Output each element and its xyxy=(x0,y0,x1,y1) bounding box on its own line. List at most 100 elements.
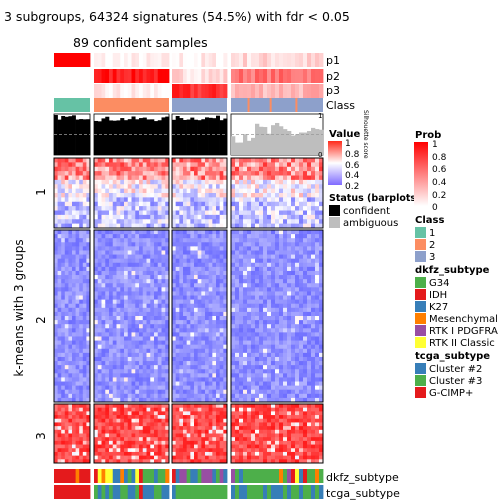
heatmap-cell xyxy=(315,193,320,198)
heatmap-cell xyxy=(275,348,280,354)
silhouette-bar xyxy=(295,134,300,155)
heatmap-cell xyxy=(172,369,177,374)
heatmap-cell xyxy=(94,242,99,247)
heatmap-cell xyxy=(267,250,272,255)
heatmap-cell xyxy=(105,175,110,181)
heatmap-cell xyxy=(205,250,210,255)
heatmap-cell xyxy=(57,279,62,284)
heatmap-cell xyxy=(319,262,324,268)
heatmap-cell xyxy=(131,184,136,190)
heatmap-cell xyxy=(139,307,144,313)
heatmap-cell xyxy=(94,223,99,229)
heatmap-cell xyxy=(219,433,224,438)
prob-cell-p1 xyxy=(54,53,58,67)
heatmap-cell xyxy=(112,279,117,284)
heatmap-cell xyxy=(161,373,166,378)
heatmap-cell xyxy=(105,219,110,225)
heatmap-cell xyxy=(150,365,155,370)
heatmap-cell xyxy=(75,238,80,243)
heatmap-cell xyxy=(201,344,206,350)
heatmap-cell xyxy=(197,311,202,317)
heatmap-cell xyxy=(142,451,147,457)
heatmap-cell xyxy=(287,320,292,325)
heatmap-cell xyxy=(175,275,180,280)
heatmap-cell xyxy=(139,242,144,247)
heatmap-cell xyxy=(223,188,228,194)
heatmap-cell xyxy=(197,369,202,374)
heatmap-cell xyxy=(263,242,268,247)
heatmap-cell xyxy=(157,328,162,333)
heatmap-cell xyxy=(186,287,191,292)
heatmap-cell xyxy=(216,344,221,350)
heatmap-cell xyxy=(75,279,80,284)
heatmap-cell xyxy=(72,404,76,409)
prob-cell-p2 xyxy=(219,69,224,83)
prob-cell-p1 xyxy=(231,53,236,67)
heatmap-cell xyxy=(150,275,155,280)
heatmap-cell xyxy=(267,179,272,185)
heatmap-cell xyxy=(243,162,248,168)
heatmap-cell xyxy=(179,250,184,255)
heatmap-cell xyxy=(154,287,159,292)
heatmap-cell xyxy=(291,179,296,185)
heatmap-cell xyxy=(194,393,199,399)
heatmap-cell xyxy=(139,230,144,235)
heatmap-cell xyxy=(315,287,320,292)
heatmap-cell xyxy=(197,418,202,423)
heatmap-cell xyxy=(146,201,151,207)
heatmap-cell xyxy=(72,444,76,449)
heatmap-cell xyxy=(172,440,177,445)
heatmap-cell xyxy=(54,451,58,457)
heatmap-cell xyxy=(68,223,73,229)
heatmap-cell xyxy=(179,389,184,395)
heatmap-cell xyxy=(295,158,300,163)
heatmap-cell xyxy=(97,433,102,438)
heatmap-cell xyxy=(235,365,240,370)
prob-cell-p3 xyxy=(295,84,300,98)
heatmap-cell xyxy=(311,197,316,203)
heatmap-cell xyxy=(223,275,228,280)
heatmap-cell xyxy=(61,307,66,313)
heatmap-cell xyxy=(231,184,236,190)
heatmap-cell xyxy=(231,373,236,378)
heatmap-cell xyxy=(295,356,300,362)
heatmap-cell xyxy=(303,344,308,350)
heatmap-cell xyxy=(175,352,180,358)
heatmap-cell xyxy=(112,377,117,382)
heatmap-cell xyxy=(154,422,159,427)
heatmap-cell xyxy=(142,336,147,341)
heatmap-cell xyxy=(216,444,221,449)
heatmap-cell xyxy=(116,455,121,460)
heatmap-cell xyxy=(275,262,280,268)
heatmap-cell xyxy=(61,455,66,460)
heatmap-cell xyxy=(97,234,102,239)
heatmap-cell xyxy=(239,193,244,198)
heatmap-cell xyxy=(57,193,62,198)
heatmap-cell xyxy=(208,332,213,337)
prob-cell-p1 xyxy=(124,53,129,67)
heatmap-cell xyxy=(154,283,159,288)
heatmap-cell xyxy=(219,184,224,190)
heatmap-cell xyxy=(299,324,304,329)
heatmap-cell xyxy=(197,328,202,333)
heatmap-cell xyxy=(201,324,206,329)
heatmap-cell xyxy=(72,451,76,457)
heatmap-cell xyxy=(194,344,199,350)
heatmap-cell xyxy=(127,162,132,168)
heatmap-cell xyxy=(157,250,162,255)
heatmap-cell xyxy=(157,171,162,176)
heatmap-cell xyxy=(68,437,73,442)
heatmap-cell xyxy=(124,307,129,313)
heatmap-cell xyxy=(235,223,240,229)
heatmap-cell xyxy=(216,279,221,284)
heatmap-cell xyxy=(139,369,144,374)
heatmap-cell xyxy=(54,171,58,176)
heatmap-cell xyxy=(303,328,308,333)
heatmap-cell xyxy=(205,238,210,243)
heatmap-cell xyxy=(139,162,144,168)
heatmap-cell xyxy=(291,397,296,403)
heatmap-cell xyxy=(124,223,129,229)
heatmap-cell xyxy=(97,320,102,325)
heatmap-cell xyxy=(205,373,210,378)
prob-cell-p2 xyxy=(186,69,191,83)
